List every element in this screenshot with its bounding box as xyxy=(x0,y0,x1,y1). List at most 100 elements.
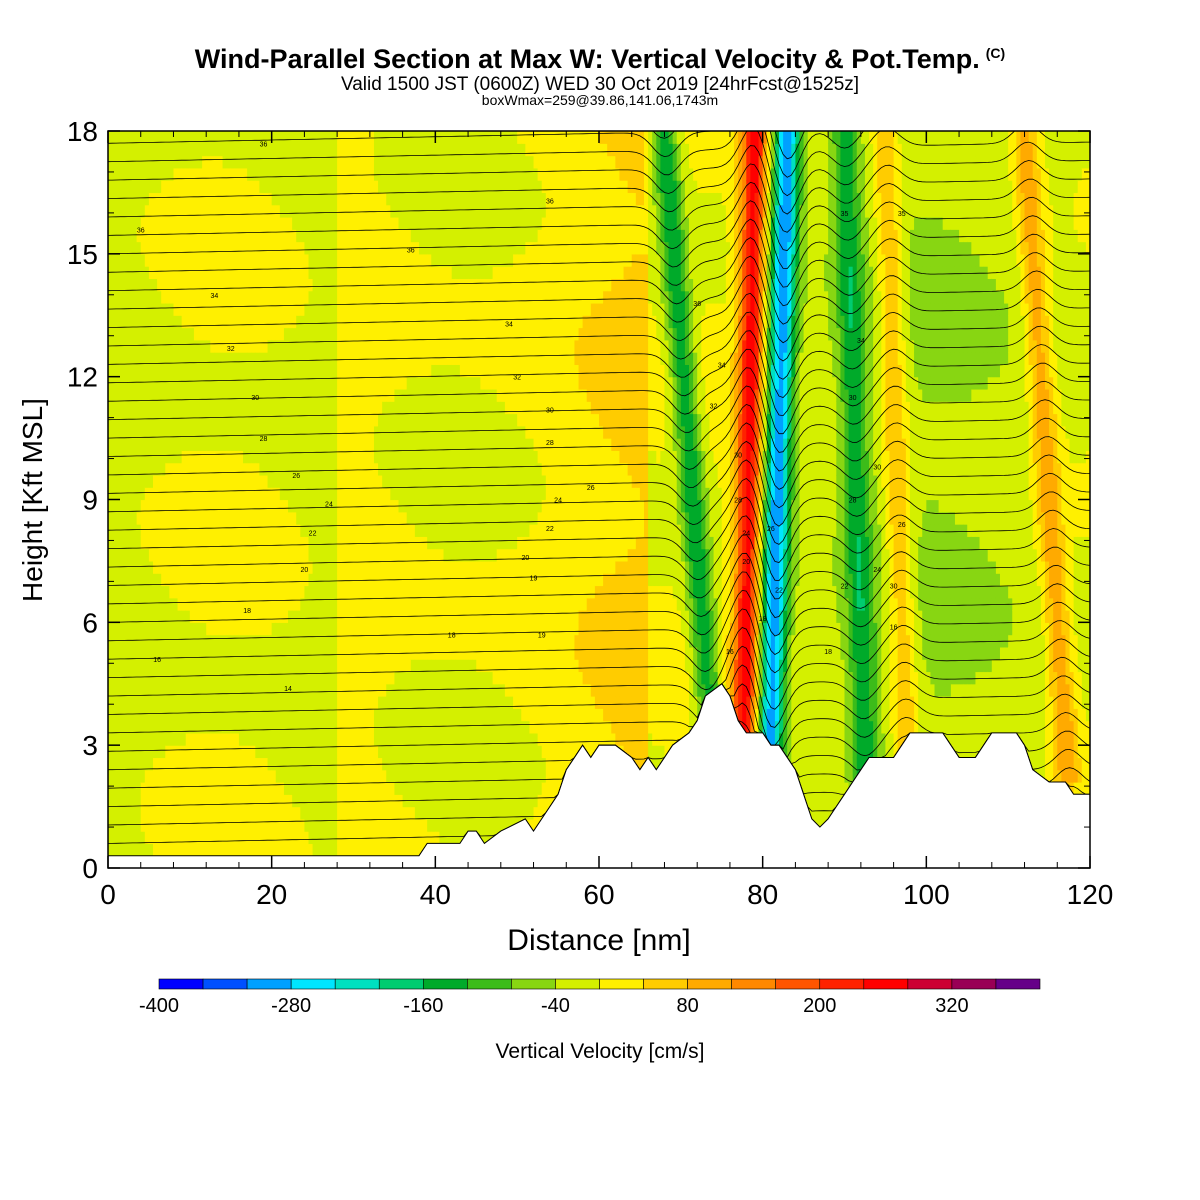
field-cell xyxy=(132,315,138,329)
field-cell xyxy=(210,143,215,157)
field-cell xyxy=(128,364,134,378)
field-cell xyxy=(161,401,166,415)
field-cell xyxy=(279,155,285,169)
field-cell xyxy=(222,167,228,181)
field-cell xyxy=(218,794,224,808)
field-cell xyxy=(124,720,130,734)
field-cell xyxy=(173,831,179,845)
field-cell xyxy=(333,831,338,845)
field-cell xyxy=(251,843,256,857)
field-cell xyxy=(337,388,342,402)
field-cell xyxy=(153,253,158,267)
field-cell xyxy=(243,253,248,267)
field-cell xyxy=(333,683,338,697)
field-cell xyxy=(304,229,310,243)
field-cell xyxy=(308,806,314,820)
field-cell xyxy=(333,266,338,279)
field-cell xyxy=(328,253,334,267)
field-cell xyxy=(120,216,125,230)
field-cell xyxy=(255,659,260,673)
field-cell xyxy=(279,241,285,255)
field-cell xyxy=(427,683,432,697)
field-cell xyxy=(337,708,342,722)
field-cell xyxy=(124,204,130,218)
field-cell xyxy=(238,794,244,808)
field-cell xyxy=(349,646,355,660)
field-cell xyxy=(431,278,436,292)
field-cell xyxy=(418,155,424,169)
field-cell xyxy=(153,487,158,501)
field-cell xyxy=(165,622,170,636)
field-cell xyxy=(373,302,379,316)
field-cell xyxy=(337,610,342,623)
field-cell xyxy=(341,487,346,501)
field-cell xyxy=(226,597,232,611)
field-cell xyxy=(189,622,195,636)
field-cell xyxy=(386,769,391,783)
field-cell xyxy=(333,278,338,292)
field-cell xyxy=(341,364,346,378)
field-cell xyxy=(382,745,387,759)
field-cell xyxy=(353,659,359,673)
field-cell xyxy=(283,487,289,501)
field-cell xyxy=(288,597,293,611)
field-cell xyxy=(345,524,351,537)
field-cell xyxy=(386,180,391,194)
field-cell xyxy=(423,732,428,746)
field-cell xyxy=(112,413,117,427)
field-cell xyxy=(210,388,215,402)
field-cell xyxy=(406,290,412,304)
field-cell xyxy=(443,757,449,771)
field-cell xyxy=(382,597,387,611)
field-cell xyxy=(394,229,400,243)
field-cell xyxy=(324,167,330,181)
field-cell xyxy=(226,831,232,845)
field-cell xyxy=(300,646,305,660)
field-cell xyxy=(373,548,379,562)
field-cell xyxy=(304,622,310,636)
field-cell xyxy=(304,769,310,783)
field-cell xyxy=(243,610,248,623)
field-cell xyxy=(198,425,203,439)
field-cell xyxy=(243,327,248,341)
field-cell xyxy=(443,180,449,194)
field-cell xyxy=(402,413,408,427)
field-cell xyxy=(423,253,428,267)
field-cell xyxy=(185,696,191,709)
field-cell xyxy=(161,450,166,464)
field-cell xyxy=(173,487,179,501)
field-cell xyxy=(275,610,281,623)
field-cell xyxy=(198,302,203,316)
field-cell xyxy=(288,143,293,157)
field-cell xyxy=(234,155,240,169)
field-cell xyxy=(410,696,416,709)
field-cell xyxy=(283,253,289,267)
field-cell xyxy=(222,708,228,722)
field-cell xyxy=(410,229,416,243)
field-cell xyxy=(365,794,371,808)
field-cell xyxy=(328,241,334,255)
field-cell xyxy=(324,474,330,488)
field-cell xyxy=(177,450,183,464)
field-cell xyxy=(279,696,285,709)
field-cell xyxy=(234,646,240,660)
field-cell xyxy=(435,131,441,144)
field-cell xyxy=(238,622,244,636)
field-cell xyxy=(153,843,158,857)
field-cell xyxy=(120,315,125,329)
field-cell xyxy=(247,401,252,415)
field-cell xyxy=(283,376,289,390)
field-cell xyxy=(427,462,432,476)
field-cell xyxy=(365,180,371,194)
field-cell xyxy=(198,769,203,783)
field-cell xyxy=(234,266,240,279)
field-cell xyxy=(120,253,125,267)
field-cell xyxy=(369,732,375,746)
field-cell xyxy=(337,462,342,476)
field-cell xyxy=(423,536,428,550)
field-cell xyxy=(210,683,215,697)
field-cell xyxy=(243,425,248,439)
field-cell xyxy=(349,634,355,648)
field-cell xyxy=(361,536,367,550)
field-cell xyxy=(259,610,265,623)
